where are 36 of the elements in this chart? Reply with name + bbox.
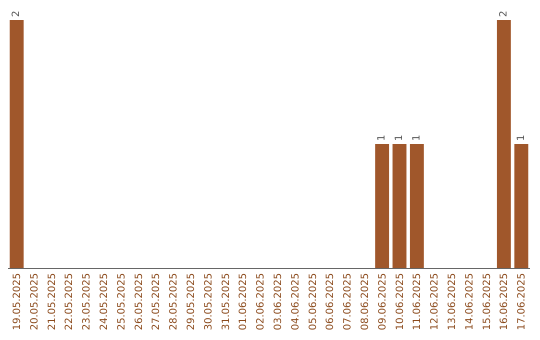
x-tick-label: 09.06.2025 (377, 273, 388, 330)
x-tick-label: 28.05.2025 (168, 273, 180, 330)
x-tick-label: 03.06.2025 (272, 273, 284, 330)
x-tick-label: 10.06.2025 (394, 273, 406, 330)
data-label: 1 (394, 134, 405, 141)
x-tick-label: 04.06.2025 (290, 273, 302, 330)
x-tick-label: 24.05.2025 (98, 273, 110, 330)
x-tick-label: 17.06.2025 (516, 273, 528, 330)
x-tick-label: 16.06.2025 (499, 273, 510, 330)
x-tick-label: 05.06.2025 (308, 273, 319, 330)
x-tick-label: 11.06.2025 (412, 273, 424, 330)
x-tick-label: 06.06.2025 (325, 273, 336, 330)
x-tick-label: 21.05.2025 (46, 273, 58, 330)
x-tick-label: 14.06.2025 (464, 273, 476, 330)
x-tick-label: 07.06.2025 (342, 273, 354, 330)
x-tick-label: 19.05.2025 (12, 273, 23, 330)
data-label: 2 (498, 10, 510, 17)
x-tick-label: 02.06.2025 (256, 273, 267, 330)
data-label: 1 (516, 134, 527, 141)
data-label: 1 (411, 134, 422, 141)
x-tick-label: 22.05.2025 (64, 273, 76, 330)
x-tick-label: 01.06.2025 (238, 273, 250, 330)
x-tick-label: 26.05.2025 (134, 273, 145, 330)
x-tick-label: 31.05.2025 (220, 273, 232, 330)
x-tick-label: 12.06.2025 (430, 273, 441, 330)
x-tick-label: 27.05.2025 (151, 273, 162, 330)
x-tick-label: 29.05.2025 (186, 273, 197, 330)
x-tick-label: 30.05.2025 (203, 273, 214, 330)
x-tick-label: 25.05.2025 (116, 273, 128, 330)
x-tick-label: 08.06.2025 (360, 273, 371, 330)
x-tick-label: 20.05.2025 (29, 273, 40, 330)
x-tick-label: 23.05.2025 (82, 273, 93, 330)
x-tick-label: 13.06.2025 (446, 273, 458, 330)
data-label: 1 (376, 134, 388, 141)
data-label: 2 (11, 10, 22, 17)
x-tick-label: 15.06.2025 (482, 273, 493, 330)
